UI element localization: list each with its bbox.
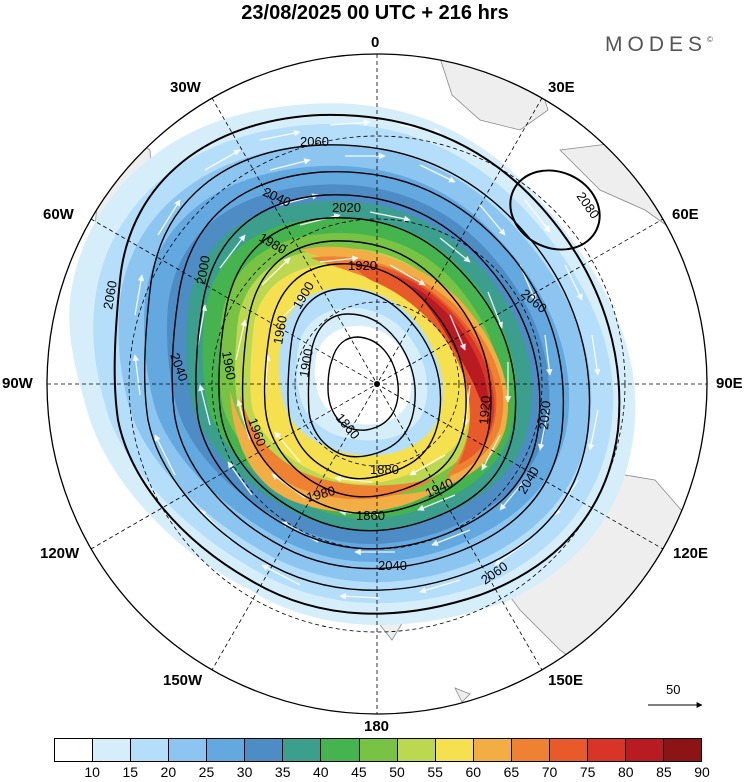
map-boundary: [46, 53, 708, 715]
colorbar-tick-label: 45: [351, 764, 367, 780]
colorbar-tick-label: 30: [236, 764, 253, 780]
colorbar-swatch: [473, 739, 512, 761]
contour-label: 1880: [370, 462, 399, 477]
colorbar-swatch: [131, 739, 170, 761]
colorbar-swatch: [207, 739, 246, 761]
contour-label: 1960: [270, 314, 290, 345]
lon-label-150w: 150W: [163, 672, 203, 689]
colorbar-tick-label: 25: [198, 764, 215, 780]
colorbar-tick-label: 70: [541, 764, 558, 780]
contour-label: 2080: [574, 189, 603, 221]
colorbar-swatch: [321, 739, 360, 761]
lon-label-180: 180: [364, 718, 390, 735]
colorbar-swatch: [397, 739, 436, 761]
contour-label: 1920: [348, 258, 377, 273]
contour-label: 2060: [100, 279, 120, 310]
colorbar-swatch: [55, 739, 94, 761]
colorbar-swatch: [359, 739, 398, 761]
vector-scale-label: 50: [666, 682, 681, 697]
colorbar-swatch: [435, 739, 474, 761]
map-title: 23/08/2025 00 UTC + 216 hrs: [241, 2, 509, 24]
contour-label: 2020: [536, 400, 553, 430]
contour-label: 2040: [378, 558, 407, 573]
colorbar-swatch: [245, 739, 284, 761]
colorbar-tick-label: 10: [84, 764, 100, 780]
height-contours: [113, 113, 621, 615]
lon-label-30e: 30E: [548, 79, 575, 96]
colorbar-swatch: [511, 739, 550, 761]
colorbar-swatch: [587, 739, 626, 761]
wind-speed-shading: [69, 103, 636, 625]
colorbar-tick-label: 50: [389, 764, 405, 780]
contour-label: 2000: [193, 254, 213, 285]
colorbar-tick-label: 85: [656, 764, 672, 780]
colorbar-tick-label: 75: [579, 764, 596, 780]
colorbar-swatch: [93, 739, 132, 761]
colorbar-tick-label: 15: [122, 764, 139, 780]
colorbar-tick-label: 40: [313, 764, 329, 780]
brand-logo: MODES©: [605, 33, 713, 56]
contour-label: 1960: [219, 350, 239, 381]
colorbar-swatch: [169, 739, 208, 761]
lon-label-150e: 150E: [548, 672, 584, 689]
colorbar: [54, 738, 702, 762]
colorbar-tick-label: 80: [617, 764, 634, 780]
lon-label-60w: 60W: [43, 206, 74, 223]
lon-label-90e: 90E: [716, 375, 743, 392]
colorbar-tick-label: 35: [274, 764, 291, 780]
contour-label: 2020: [332, 200, 361, 215]
colorbar-swatch: [664, 739, 702, 761]
contour-label: 2060: [300, 134, 329, 149]
colorbar-tick-label: 65: [503, 764, 520, 780]
colorbar-tick-label: 20: [160, 764, 177, 780]
colorbar-tick-label: 60: [465, 764, 482, 780]
colorbar-tick-label: 55: [427, 764, 443, 780]
contour-label: 1980: [305, 483, 337, 505]
colorbar-ticks: 10 15 20 25 30 35 40 45 50 55 60 65 70 75 80 85 90: [54, 764, 709, 782]
lon-label-90w: 90W: [2, 375, 33, 392]
lon-label-60e: 60E: [672, 206, 699, 223]
colorbar-tick-label: 90: [694, 764, 710, 780]
contour-label: 1860: [356, 508, 385, 523]
lon-label-0: 0: [371, 34, 380, 51]
colorbar-swatch: [283, 739, 322, 761]
colorbar-swatch: [625, 739, 664, 761]
pole-marker: [374, 381, 380, 387]
colorbar-swatch: [549, 739, 588, 761]
lon-label-120w: 120W: [40, 545, 80, 562]
contour-label: 1920: [476, 395, 493, 425]
lon-label-120e: 120E: [673, 545, 709, 562]
lon-label-30w: 30W: [170, 79, 201, 96]
contour-label: 1900: [296, 347, 316, 378]
